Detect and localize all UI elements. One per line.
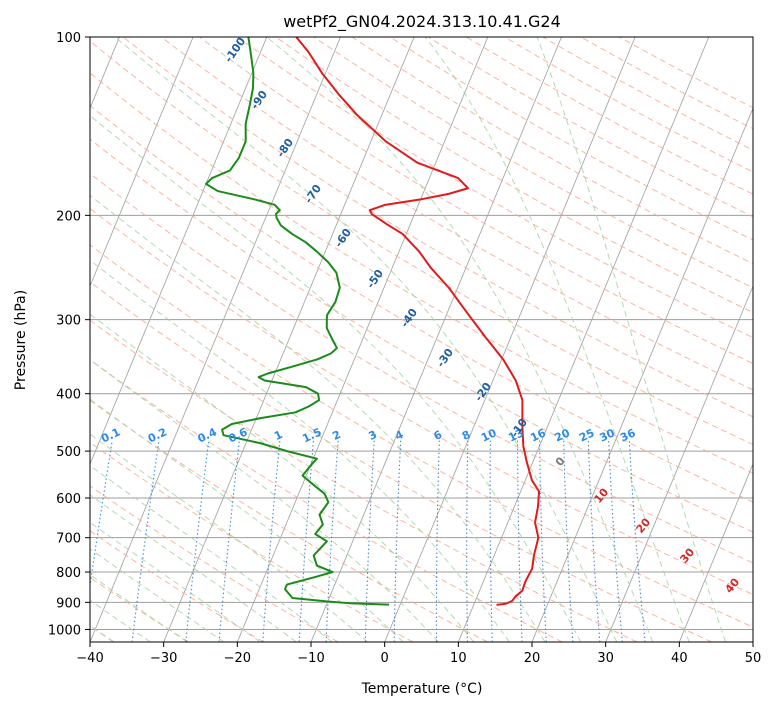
y-tick-label: 500 xyxy=(56,445,81,460)
mixing-ratio-line xyxy=(539,440,547,642)
dry-adiabat xyxy=(313,37,753,289)
y-tick-label: 100 xyxy=(56,31,81,46)
moist-adiabat xyxy=(90,494,297,642)
chart-title: wetPf2_GN04.2024.313.10.41.G24 xyxy=(283,12,561,32)
y-tick-label: 200 xyxy=(56,209,81,224)
mixing-ratio-line xyxy=(435,440,440,642)
mixing-ratio-line xyxy=(131,440,160,642)
moist-adiabat xyxy=(90,521,261,642)
mixing-ratio-line xyxy=(364,440,375,642)
dry-adiabat xyxy=(237,37,753,339)
isotherm-line xyxy=(90,37,341,642)
mixing-ratio-line xyxy=(517,440,523,642)
dry-adiabat xyxy=(90,399,488,642)
isotherm-line xyxy=(90,37,268,466)
dry-adiabat xyxy=(90,72,753,474)
dry-adiabat xyxy=(90,172,753,564)
dry-adiabat xyxy=(90,244,753,628)
mixing-ratio-line xyxy=(587,440,601,642)
temperature-profile xyxy=(295,37,541,606)
mixing-ratio-line xyxy=(298,440,315,642)
moist-adiabat xyxy=(90,574,188,642)
y-tick-label: 700 xyxy=(56,532,81,547)
moist-adiabat xyxy=(536,37,727,642)
plot-frame xyxy=(89,36,754,643)
moist-adiabat xyxy=(90,115,582,642)
mixing-ratio-label: 10 xyxy=(479,426,499,444)
x-tick-label: 10 xyxy=(450,651,467,666)
mixing-ratio-line xyxy=(90,440,113,589)
dry-adiabat xyxy=(90,359,563,642)
y-tick-label: 300 xyxy=(56,314,81,329)
dry-adiabat xyxy=(90,281,712,642)
x-tick-label: 40 xyxy=(671,651,688,666)
plot-lines xyxy=(204,37,541,606)
moist-adiabat xyxy=(425,37,690,642)
isotherm-line xyxy=(384,37,636,642)
y-tick-label: 900 xyxy=(56,596,81,611)
isotherm-line xyxy=(163,37,415,642)
axes: −40 −30 −20 −10 0 10 20 30 40 50 100 200 300 400 500 60… xyxy=(48,31,761,666)
mixing-ratio-line xyxy=(262,440,281,642)
dry-adiabat xyxy=(90,40,753,446)
x-tick-label: 0 xyxy=(381,651,389,666)
mixing-ratio-label: 36 xyxy=(618,426,638,444)
y-tick-label: 600 xyxy=(56,492,81,507)
x-tick-label: 50 xyxy=(745,651,762,666)
moist-adiabat xyxy=(114,37,618,642)
dry-adiabat xyxy=(90,319,638,642)
moist-adiabat xyxy=(90,194,546,642)
moist-adiabat xyxy=(90,465,333,642)
moist-adiabat xyxy=(90,398,404,642)
mixing-ratio-label: 16 xyxy=(528,426,548,444)
mixing-ratio-line xyxy=(608,440,623,642)
isotherm-line xyxy=(678,463,753,642)
moist-adiabat xyxy=(90,359,439,642)
moist-adiabat xyxy=(90,313,475,642)
mixing-ratio-label: 25 xyxy=(577,426,596,444)
moist-adiabat xyxy=(266,37,654,642)
dry-adiabat xyxy=(199,37,753,365)
y-tick-label: 800 xyxy=(56,566,81,581)
mixing-ratio-line xyxy=(628,440,646,642)
isotherm-line xyxy=(605,285,753,642)
dewpoint-profile xyxy=(204,37,390,606)
moist-adiabat xyxy=(90,548,225,642)
y-tick-label: 400 xyxy=(56,388,81,403)
mixing-ratio-line xyxy=(466,440,469,642)
x-tick-label: 20 xyxy=(524,651,541,666)
plot-area xyxy=(90,37,753,642)
dry-adiabat xyxy=(90,441,414,642)
x-tick-label: −40 xyxy=(76,651,103,666)
dry-adiabat xyxy=(90,138,753,533)
mixing-ratio-line xyxy=(563,440,574,642)
y-tick-label: 1000 xyxy=(48,623,81,638)
dry-adiabat xyxy=(90,208,753,596)
mixing-ratio-line xyxy=(218,440,240,642)
x-tick-label: −30 xyxy=(150,651,177,666)
mixing-ratio-label: 13 xyxy=(506,426,525,444)
mixing-ratio-line xyxy=(185,440,210,642)
mixing-ratio-line xyxy=(489,440,493,642)
isotherm-line xyxy=(310,37,562,642)
isotherm-line xyxy=(531,107,753,642)
mixing-ratio-line xyxy=(393,440,402,642)
x-tick-label: −20 xyxy=(224,651,251,666)
mixing-ratio-line xyxy=(325,440,339,642)
mixing-ratio-label: 20 xyxy=(553,426,573,444)
mixing-ratio-label: 30 xyxy=(598,426,618,444)
isotherm-line xyxy=(457,37,710,642)
isotherm-line xyxy=(90,37,194,288)
dry-adiabat xyxy=(90,530,264,642)
isotherm-line xyxy=(236,37,489,642)
x-tick-label: 30 xyxy=(597,651,614,666)
y-axis-label: Pressure (hPa) xyxy=(13,290,29,390)
x-axis-label: Temperature (°C) xyxy=(361,681,483,697)
x-tick-label: −10 xyxy=(297,651,324,666)
moist-adiabat xyxy=(90,259,510,642)
dry-adiabat xyxy=(90,485,339,642)
